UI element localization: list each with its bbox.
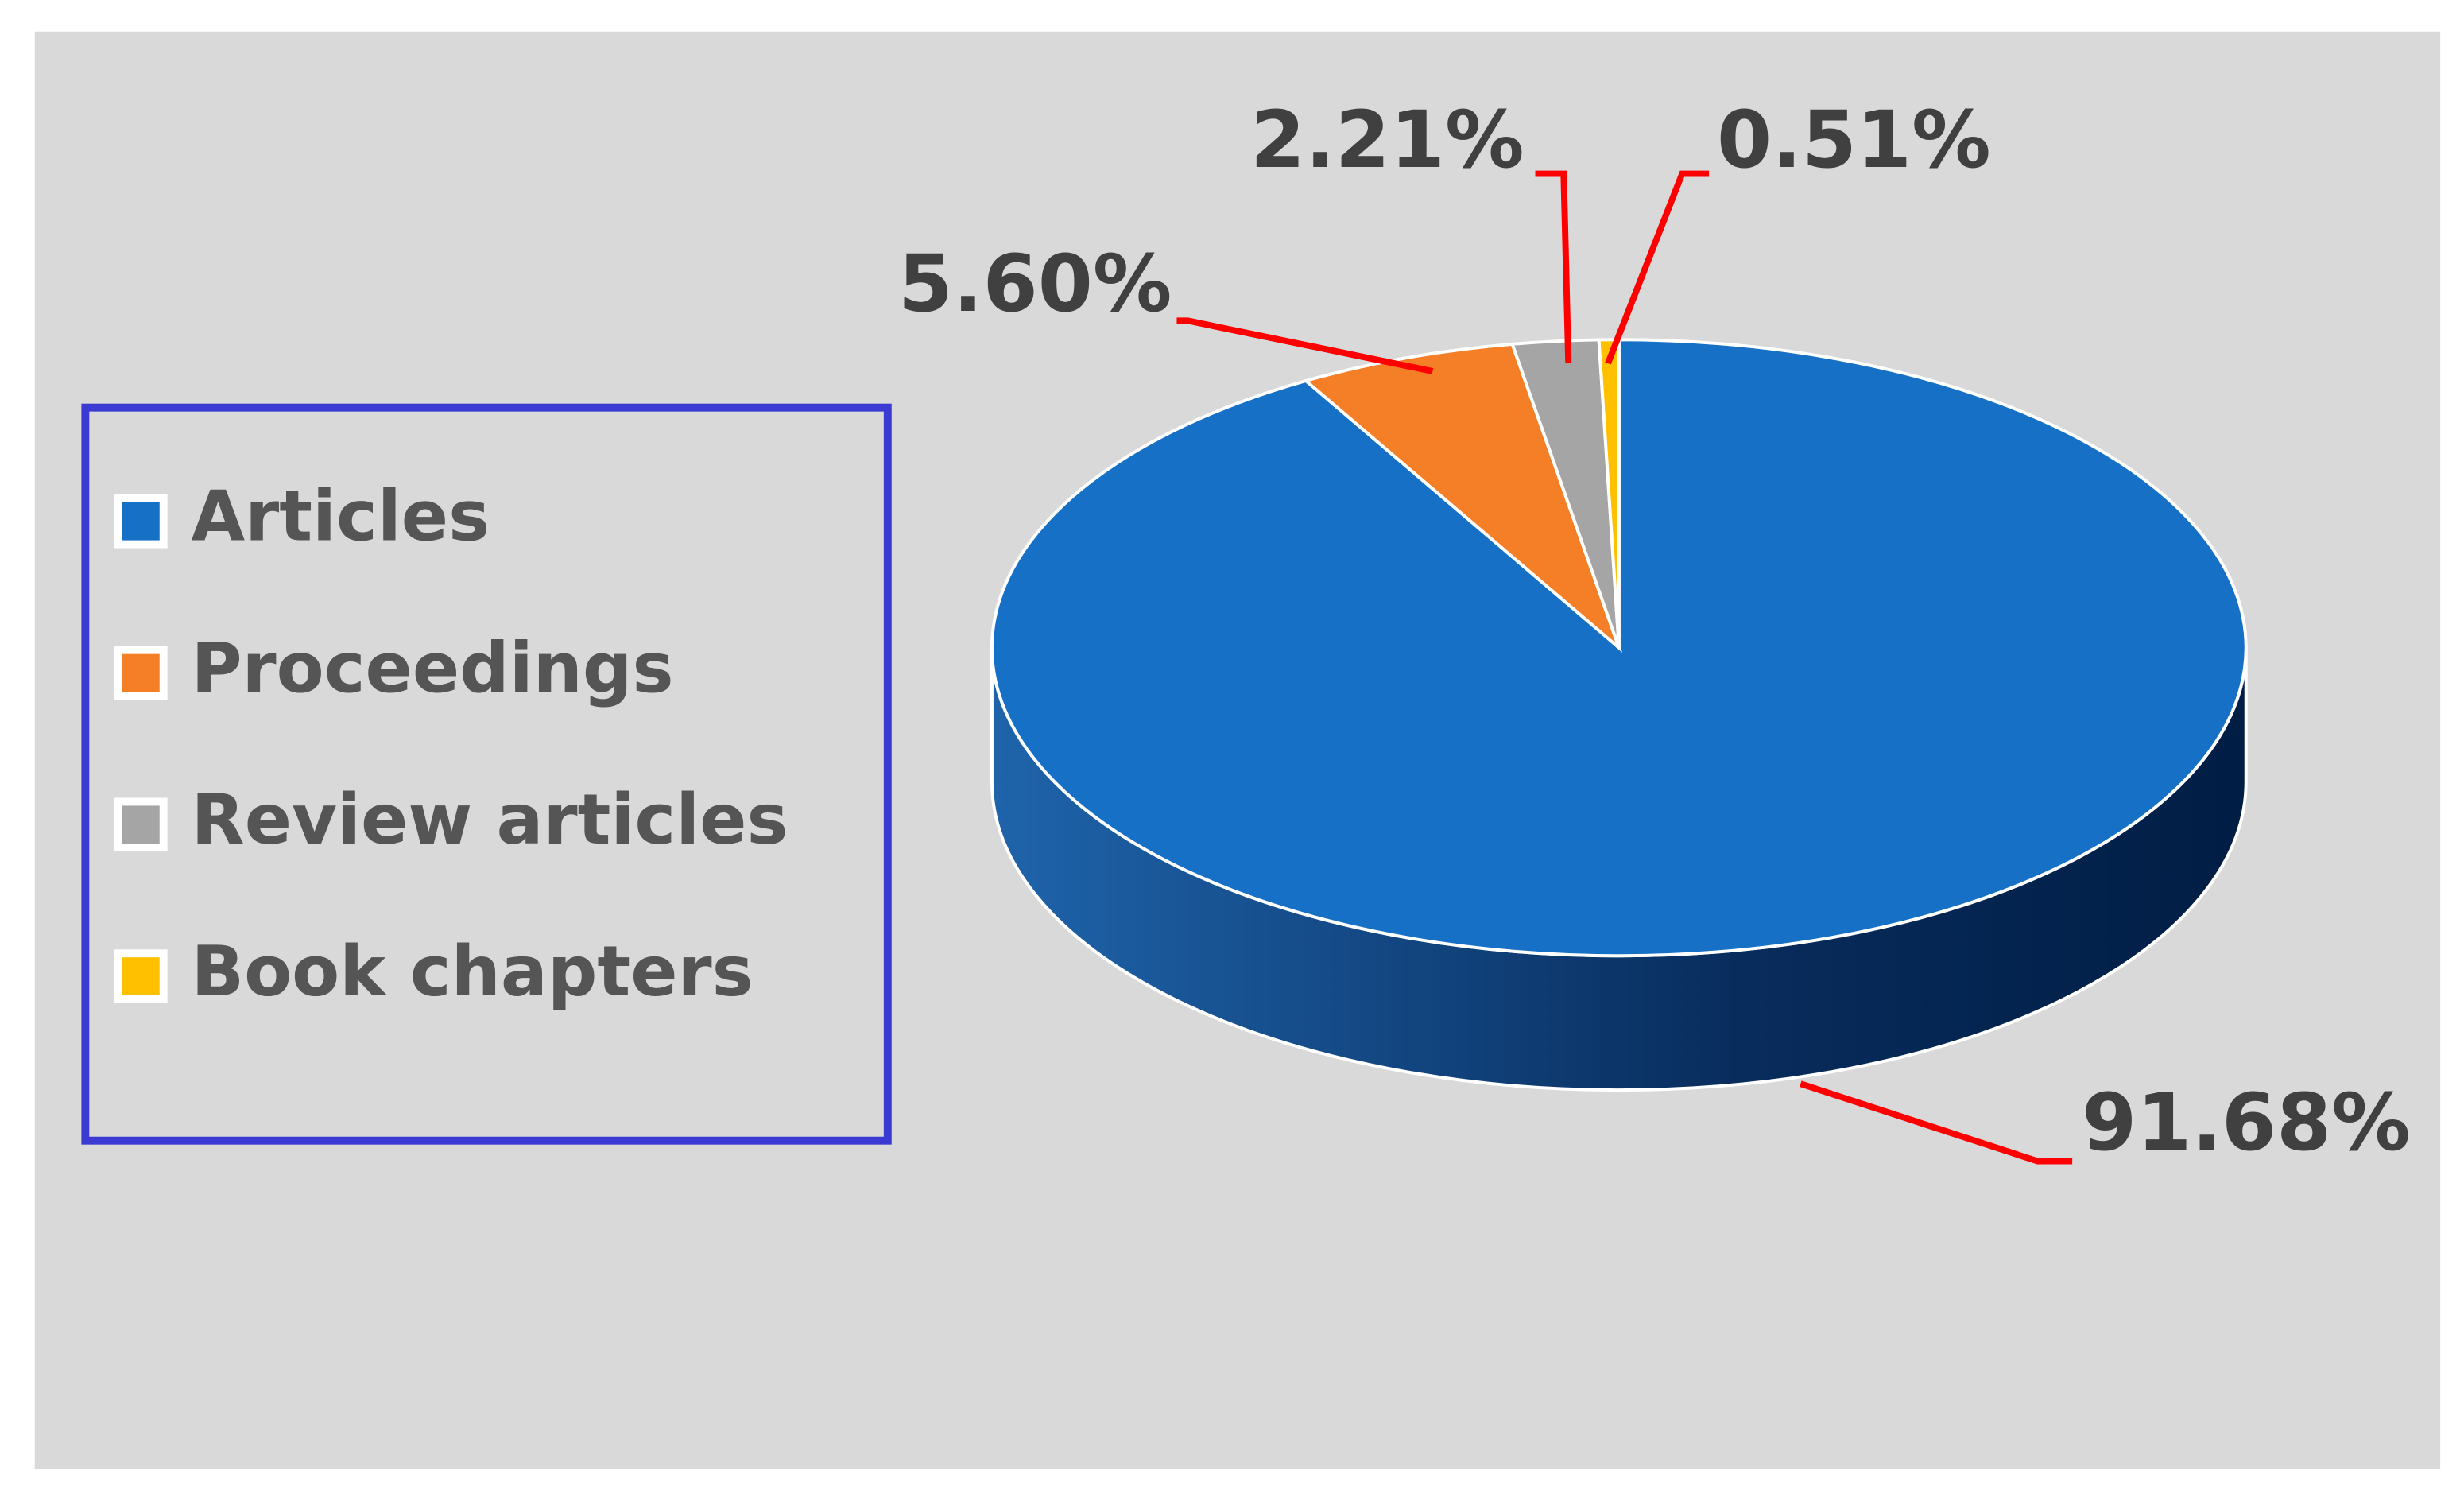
leader-line (1800, 1080, 2073, 1165)
leader-line (1535, 170, 1572, 364)
slice (1302, 342, 1623, 653)
legend-box (81, 403, 892, 1145)
legend-swatch (122, 502, 160, 541)
legend-label: Book chapters (191, 931, 753, 1012)
legend-label: Review articles (191, 779, 788, 860)
legend-label: Articles (191, 476, 490, 557)
legend-swatch (122, 957, 160, 995)
data-label: 0.51% (1717, 95, 1991, 186)
legend-swatch (122, 805, 160, 844)
leader-line (1176, 317, 1434, 374)
data-label: 91.68% (2082, 1077, 2411, 1169)
data-label: 5.60% (898, 239, 1172, 330)
legend-label: Proceedings (191, 627, 673, 708)
legend-swatch (122, 653, 160, 692)
leader-line (1605, 170, 1710, 365)
data-label: 2.21% (1250, 95, 1525, 186)
